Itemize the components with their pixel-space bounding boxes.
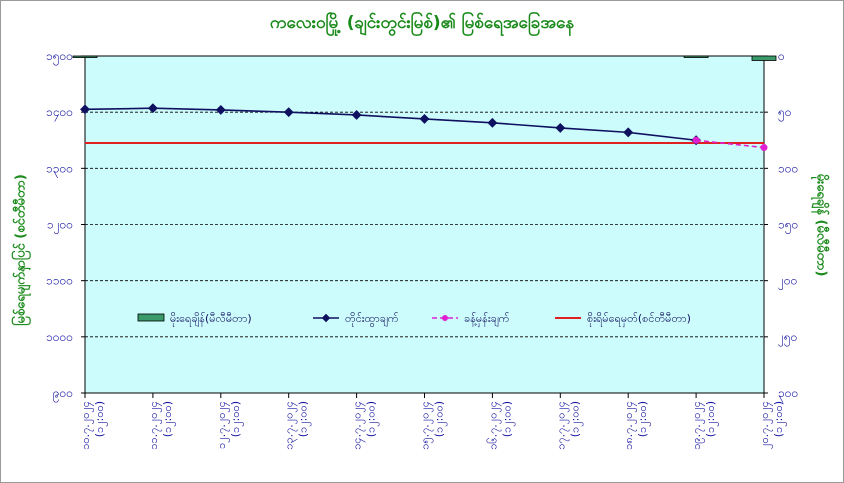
x-tick-label: ၁၂.၇.၂၀၂၄ bbox=[215, 401, 230, 449]
x-tick-label: (၁၂:၀၀) bbox=[568, 401, 583, 437]
x-tick-label: ၂၀.၇.၂၀၂၄ bbox=[758, 401, 773, 449]
x-tick-label: (၁၂:၀၀) bbox=[297, 401, 312, 437]
observed-line bbox=[84, 107, 697, 142]
y-left-tick-label: ၁၅၀၀ bbox=[46, 49, 73, 66]
x-tick-label-group: ၂၀.၇.၂၀၂၄ (၁၂:၀၀) bbox=[758, 401, 787, 449]
y-right-tick-label: ၁၀၀ bbox=[778, 161, 798, 175]
x-tick-label-group: ၁၉.၇.၂၀၂၄ (၁၂:၀၀) bbox=[690, 401, 719, 450]
rainfall-bar bbox=[72, 55, 98, 58]
x-tick-label: (၁၂:၀၀) bbox=[229, 401, 244, 437]
forecast-line bbox=[696, 139, 765, 149]
x-tick-label-group: ၁၆.၇.၂၀၂၄ (၁၂:၀၀) bbox=[486, 401, 515, 450]
x-tick-label: (၁၂:၀၀) bbox=[365, 401, 380, 437]
x-tick-label: ၁၅.၇.၂၀၂၄ bbox=[419, 401, 434, 450]
observed-point bbox=[215, 104, 226, 115]
x-tick-label: (၁၂:၀၀) bbox=[500, 401, 515, 437]
legend-label: တိုင်းထွာချက် bbox=[345, 312, 399, 327]
x-tick-label-group: ၁၂.၇.၂၀၂၄ (၁၂:၀၀) bbox=[215, 401, 244, 449]
x-tick-label: ၁၃.၇.၂၀၂၄ bbox=[283, 401, 298, 450]
legend-marker-forecast bbox=[442, 315, 448, 321]
x-tick-label-group: ၁၃.၇.၂၀၂၄ (၁၂:၀၀) bbox=[283, 401, 312, 450]
x-tick-label: (၁၂:၀၀) bbox=[93, 401, 108, 437]
x-tick-label: ၁၁.၇.၂၀၂၄ bbox=[147, 401, 162, 450]
x-tick-label-group: ၁၁.၇.၂၀၂၄ (၁၂:၀၀) bbox=[147, 401, 176, 450]
y-left-tick-label: ၁၀၀၀ bbox=[46, 330, 73, 344]
x-tick-label: ၁၉.၇.၂၀၂၄ bbox=[690, 401, 705, 450]
y-left-tick-label: ၁၂၀၀ bbox=[47, 218, 73, 235]
x-tick-label: ၁၈.၇.၂၀၂၄ bbox=[622, 401, 637, 450]
y-right-tick-label: ၅၀ bbox=[778, 105, 792, 122]
rainfall-bar bbox=[751, 55, 777, 61]
x-tick-label: (၁၂:၀၀) bbox=[161, 401, 176, 437]
x-tick-label: (၁၂:၀၀) bbox=[636, 401, 651, 437]
x-tick-label: ၁၆.၇.၂၀၂၄ bbox=[486, 401, 501, 450]
x-tick-label-group: ၁၀.၇.၂၀၂၄ (၁၂:၀၀) bbox=[79, 401, 108, 450]
chart-title: ကလေးဝမြို့ (ချင်းတွင်းမြစ်)၏ မြစ်ရေအခြေအ… bbox=[269, 13, 575, 33]
y-left-tick-label: ၁၁၀၀ bbox=[46, 274, 73, 288]
y-right-tick-label: ၂၀၀ bbox=[778, 274, 797, 291]
rainfall-bar bbox=[683, 55, 709, 58]
x-tick-label-group: ၁၅.၇.၂၀၂၄ (၁၂:၀၀) bbox=[419, 401, 448, 450]
legend-label: စိုးရိမ်ရေမှတ်(စင်တီမီတာ) bbox=[587, 312, 691, 327]
x-tick-label: (၁၂:၀၀) bbox=[704, 401, 719, 437]
y-left-tick-label: ၁၄၀၀ bbox=[46, 105, 73, 122]
legend-marker-observed bbox=[321, 313, 331, 323]
y-right-tick-label: ၁၅၀ bbox=[778, 218, 798, 235]
y-left-tick-label: ၁၃၀၀ bbox=[46, 161, 73, 178]
x-tick-label: ၁၄.၇.၂၀၂၄ bbox=[351, 401, 366, 450]
observed-point bbox=[555, 122, 566, 133]
y-right-tick-label: ၂၅၀ bbox=[778, 330, 797, 347]
observed-point bbox=[623, 127, 634, 138]
x-tick-label-group: ၁၄.၇.၂၀၂၄ (၁၂:၀၀) bbox=[351, 401, 380, 450]
forecast-point bbox=[760, 144, 768, 152]
forecast-point bbox=[692, 136, 700, 144]
y-right-tick-label: ၃၀၀ bbox=[778, 386, 798, 403]
legend-label: ခန့်မှန်းချက် bbox=[464, 312, 510, 327]
x-tick-label: (၁၂:၀၀) bbox=[433, 401, 448, 437]
observed-point bbox=[147, 103, 158, 114]
x-tick-label-group: ၁၈.၇.၂၀၂၄ (၁၂:၀၀) bbox=[622, 401, 651, 450]
x-tick-label: ၁၀.၇.၂၀၂၄ bbox=[79, 401, 94, 450]
y-left-tick-label: ၉၀၀ bbox=[53, 386, 73, 403]
legend-swatch-rainfall bbox=[137, 313, 165, 322]
x-tick-label-group: ၁၇.၇.၂၀၂၄ (၁၂:၀၀) bbox=[554, 401, 583, 450]
x-tick-label: (၁၂:၀၀) bbox=[772, 401, 787, 437]
observed-point bbox=[80, 104, 90, 115]
legend-label: မိုးရေချိန်(မီလီမီတာ) bbox=[170, 312, 252, 327]
y-right-tick-label: ၀ bbox=[778, 49, 785, 63]
x-tick-label: ၁၇.၇.၂၀၂၄ bbox=[554, 401, 569, 450]
